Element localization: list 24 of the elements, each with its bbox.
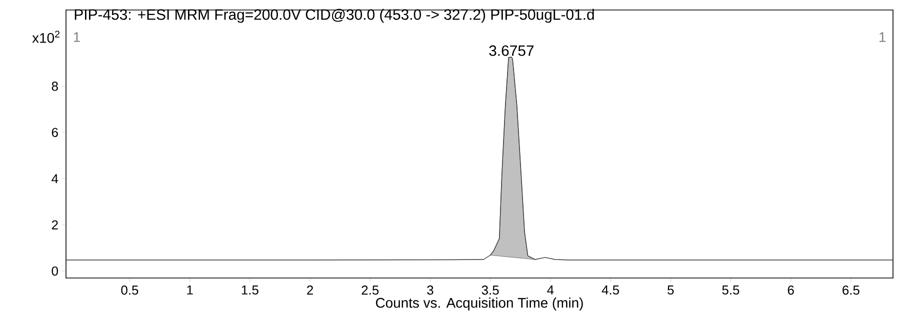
x-tick-label: 2.5 <box>362 286 379 295</box>
annotation: 1 <box>879 32 886 42</box>
x-tick-label: 1.5 <box>242 286 258 295</box>
x-tick-label: 5 <box>668 286 674 295</box>
y-tick-label: 0 <box>52 266 58 276</box>
x-tick-label: 4 <box>547 286 554 294</box>
y-tick-label: 6 <box>52 128 58 138</box>
x-tick-label: 0.5 <box>121 286 138 295</box>
x-tick-label: 1 <box>187 286 193 294</box>
annotation: 3.6757 <box>489 45 534 56</box>
x-tick-label: 6 <box>788 286 794 295</box>
y-tick-label: 4 <box>52 174 58 184</box>
y-axis-title: x10$^{2}$ <box>32 30 60 43</box>
x-tick-label: 6.5 <box>842 286 860 295</box>
x-tick-label: 3 <box>427 286 434 295</box>
annotation: 1 <box>74 32 80 42</box>
x-tick-label: 5.5 <box>722 286 740 295</box>
x-tick-label: 2 <box>307 286 313 295</box>
chart-title: PIP-453: +ESI MRM Frag=200.0V CID@30.0 (453.0 -> 327.2) PIP-50ugL-01.d <box>74 8 594 23</box>
x-axis-title: Counts vs. Acquisition Time (min) <box>376 298 583 311</box>
x-tick-label: 3.5 <box>482 286 499 295</box>
x-tick-label: 4.5 <box>602 286 619 295</box>
y-tick-label: 8 <box>52 82 58 91</box>
y-tick-label: 2 <box>52 220 58 230</box>
